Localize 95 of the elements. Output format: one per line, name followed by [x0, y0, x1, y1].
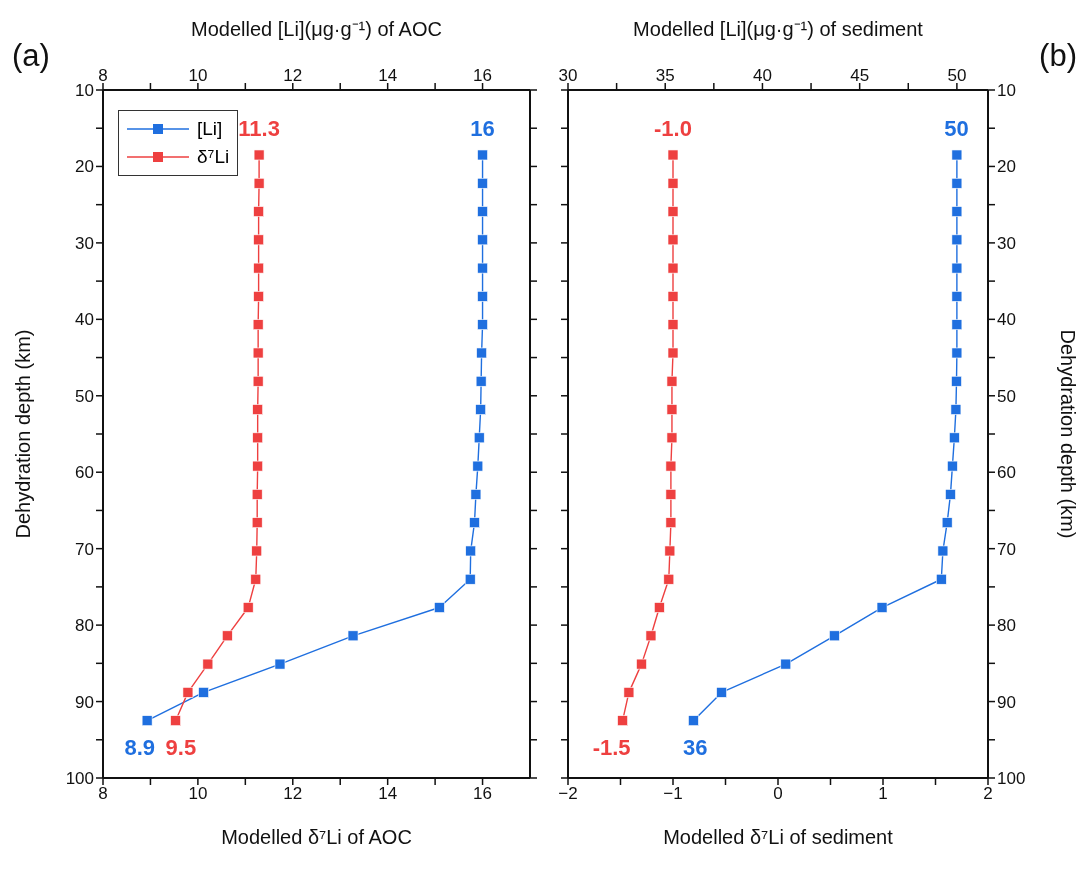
point: [666, 375, 678, 387]
y-tick-label: 70: [997, 539, 1016, 559]
point: [253, 149, 265, 161]
point: [251, 489, 263, 500]
point: [170, 715, 181, 726]
point: [252, 460, 263, 472]
x2-tick-label: 30: [558, 66, 578, 85]
y-tick-label: 50: [997, 386, 1016, 406]
y-tick-label: 80: [75, 616, 94, 636]
point: [666, 404, 678, 415]
x2-tick-label: 50: [947, 66, 967, 85]
y-tick-label: 10: [997, 81, 1016, 101]
chart-title: (a): [12, 38, 50, 73]
point: [253, 177, 265, 189]
y-tick-label: 100: [997, 769, 1026, 789]
x-tick-label: 8: [98, 66, 108, 85]
y-tick-label: 20: [75, 157, 94, 177]
x2-tick-label: 45: [850, 66, 870, 85]
x-tick-label: 10: [188, 66, 208, 85]
x2-axis-title: Modelled [Li](μg·g⁻¹) of AOC: [191, 18, 442, 41]
y-tick-label: 70: [75, 539, 94, 559]
x2-tick-label: 40: [752, 66, 772, 85]
annotation: 11.3: [238, 115, 280, 141]
point: [665, 460, 677, 472]
y-tick-label: 60: [75, 463, 94, 483]
point: [663, 573, 675, 585]
point: [617, 715, 628, 726]
point: [250, 573, 262, 585]
x-tick-label: 0: [773, 784, 783, 804]
point: [252, 404, 263, 415]
point: [667, 262, 679, 274]
y-tick-label: 90: [75, 692, 94, 712]
y-axis-title: Dehydration depth (km): [1056, 329, 1079, 539]
y-tick-label: 80: [997, 616, 1016, 636]
point: [665, 517, 677, 528]
point: [251, 517, 263, 528]
x-tick-label: 12: [283, 66, 303, 85]
x2-axis-title: Modelled [Li](μg·g⁻¹) of sediment: [633, 18, 924, 41]
point: [253, 206, 264, 217]
y-tick-label: 30: [75, 233, 94, 253]
y-tick-label: 100: [65, 769, 94, 789]
point: [666, 432, 678, 444]
annotation: -1.5: [592, 734, 631, 760]
point: [636, 658, 647, 670]
legend-label: δ⁷Li: [197, 146, 230, 168]
point: [654, 602, 665, 613]
point: [253, 291, 264, 302]
y-axis-title: Dehydration depth (km): [12, 329, 35, 539]
annotation: 8.9: [124, 734, 156, 760]
y-tick-label: 20: [997, 157, 1016, 177]
x-tick-label: −2: [558, 784, 578, 804]
annotation: 9.5: [165, 734, 197, 760]
point: [667, 149, 679, 161]
point: [667, 234, 679, 246]
point: [202, 658, 214, 670]
x-tick-label: 16: [473, 66, 493, 85]
point: [182, 687, 194, 698]
y-tick-label: 90: [997, 692, 1016, 712]
x2-tick-label: 35: [655, 66, 675, 85]
y-tick-label: 50: [75, 386, 94, 406]
point: [222, 630, 233, 642]
point: [667, 291, 679, 302]
point: [253, 234, 264, 246]
y-tick-label: 10: [75, 81, 94, 101]
point: [667, 319, 679, 330]
point: [667, 347, 679, 359]
y-tick-label: 60: [997, 463, 1016, 483]
point: [242, 602, 254, 613]
x-tick-label: 1: [878, 784, 888, 804]
annotation: 36: [682, 734, 708, 760]
point: [252, 375, 264, 387]
point: [253, 262, 264, 274]
x-axis-title: Modelled δ⁷Li of AOC: [221, 826, 412, 848]
point: [664, 545, 676, 557]
annotation: 50: [944, 115, 969, 141]
y-tick-label: 30: [997, 233, 1016, 253]
point: [252, 347, 264, 359]
point: [251, 545, 263, 557]
x-axis-title: Modelled δ⁷Li of sediment: [663, 826, 894, 848]
point: [645, 630, 657, 642]
point: [623, 687, 635, 698]
point: [667, 206, 679, 217]
annotation: -1.0: [654, 115, 692, 141]
text: (b): [1039, 38, 1077, 73]
x-tick-label: −1: [663, 784, 683, 804]
y-tick-label: 40: [75, 310, 94, 330]
legend-label: [Li]: [197, 118, 223, 140]
y-tick-label: 40: [997, 310, 1016, 330]
annotation: 16: [470, 115, 495, 141]
x-tick-label: 14: [378, 66, 398, 85]
point: [667, 177, 679, 189]
point: [665, 489, 677, 500]
point: [252, 432, 263, 444]
x-tick-label: 2: [983, 784, 993, 804]
point: [252, 319, 264, 330]
